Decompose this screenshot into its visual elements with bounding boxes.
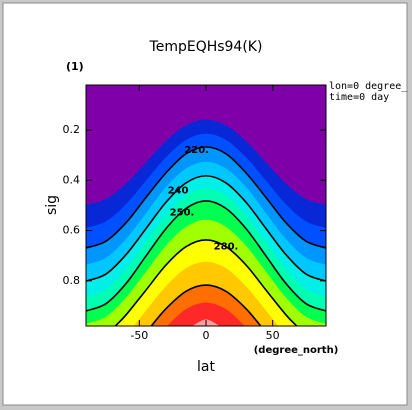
x-axis-unit: (degree_north) (254, 345, 339, 356)
contour-label: 220. (184, 145, 209, 156)
annotation: lon=0 degree_ (329, 81, 408, 92)
x-tick-label: -50 (130, 329, 148, 342)
contour-band (167, 302, 245, 326)
y-tick-label: 0.4 (63, 173, 81, 186)
contour-line (86, 200, 326, 312)
overlay: 220. 240 250. 280. 0.2 0.4 0.6 0.8 -50 0 50 (63, 84, 327, 342)
y-tick-label: 0.2 (63, 123, 81, 136)
plot-area (86, 85, 326, 326)
contour-line (86, 146, 326, 249)
contour-line (86, 175, 326, 282)
panel-label: (1) (66, 60, 84, 73)
contour-line (114, 239, 298, 326)
x-tick-label: 0 (203, 329, 210, 342)
annotation: time=0 day (329, 92, 389, 103)
y-axis-label: sig (44, 195, 60, 215)
contour-label: 240 (168, 186, 189, 197)
x-axis-label: lat (197, 359, 215, 375)
contour-line (150, 284, 262, 326)
y-tick-label: 0.8 (63, 274, 81, 287)
y-tick-label: 0.6 (63, 224, 81, 237)
chart-title: TempEQHs94(K) (149, 39, 263, 55)
x-tick-label: 50 (266, 329, 280, 342)
contour-label: 280. (214, 242, 239, 253)
contour-label: 250. (170, 208, 195, 219)
